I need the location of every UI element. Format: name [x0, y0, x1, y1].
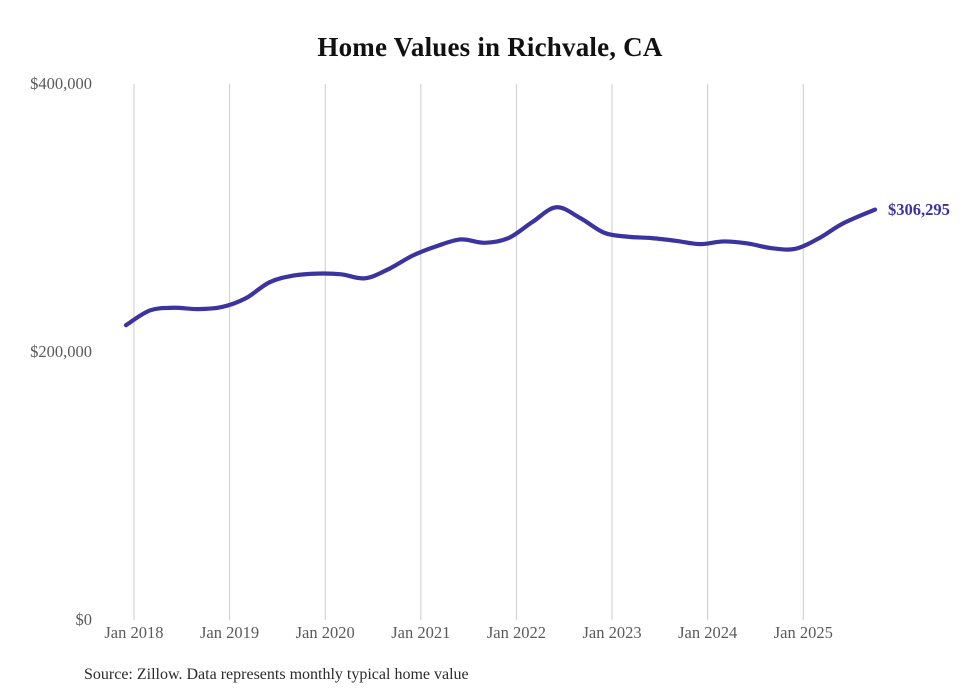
y-axis-tick-0: $0 — [75, 610, 93, 629]
x-axis-tick-jan-2022: Jan 2022 — [486, 623, 546, 642]
series-line-0 — [123, 205, 878, 328]
x-axis-tick-jan-2024: Jan 2024 — [678, 623, 738, 642]
series-line-group — [123, 205, 878, 328]
y-axis-tick-400000: $400,000 — [30, 74, 92, 93]
page-title: Home Values in Richvale, CA — [317, 32, 663, 62]
x-axis-tick-jan-2025: Jan 2025 — [773, 623, 833, 642]
x-axis-tick-jan-2018: Jan 2018 — [104, 623, 164, 642]
y-axis-tick-200000: $200,000 — [30, 342, 92, 361]
x-axis-tick-jan-2021: Jan 2021 — [391, 623, 451, 642]
x-axis-tick-jan-2023: Jan 2023 — [582, 623, 642, 642]
source-note: Source: Zillow. Data represents monthly … — [84, 666, 469, 683]
gridlines — [133, 84, 804, 620]
x-axis-tick-jan-2020: Jan 2020 — [295, 623, 355, 642]
series-end-value-label: $306,295 — [888, 199, 950, 219]
x-axis-tick-jan-2019: Jan 2019 — [200, 623, 260, 642]
